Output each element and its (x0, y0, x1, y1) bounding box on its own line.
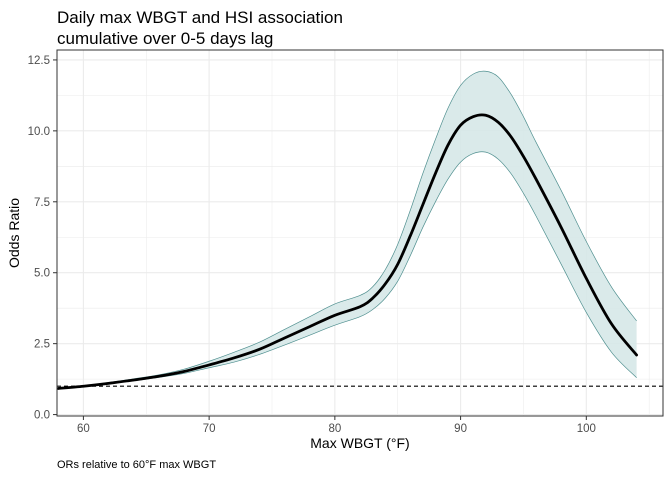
confidence-band-lower-edge (58, 151, 637, 390)
chart-title-line2: cumulative over 0-5 days lag (57, 29, 274, 48)
x-tick-label: 60 (77, 423, 90, 435)
chart-title: Daily max WBGT and HSI association cumula… (57, 7, 343, 49)
x-axis-title: Max WBGT (°F) (310, 435, 409, 451)
y-tick-label: 0.0 (34, 410, 50, 422)
y-axis-ticks: 0.0 2.5 5.0 7.5 10.0 12.5 (28, 55, 57, 422)
y-tick-label: 12.5 (28, 55, 50, 67)
confidence-band-upper-edge (58, 70, 637, 388)
odds-ratio-line (56, 113, 638, 390)
x-tick-label: 90 (454, 423, 467, 435)
panel-border (56, 49, 664, 417)
chart-caption: ORs relative to 60°F max WBGT (57, 459, 217, 471)
y-tick-label: 2.5 (34, 339, 50, 351)
confidence-band (58, 71, 637, 390)
chart-title-line1: Daily max WBGT and HSI association (57, 8, 343, 27)
x-axis-ticks: 60 70 80 90 100 (77, 416, 596, 435)
x-tick-label: 80 (328, 423, 341, 435)
y-tick-label: 5.0 (34, 268, 50, 280)
x-tick-label: 100 (577, 423, 596, 435)
y-tick-label: 7.5 (34, 197, 50, 209)
y-axis-title: Odds Ratio (6, 198, 22, 268)
x-tick-label: 70 (203, 423, 216, 435)
y-tick-label: 10.0 (28, 126, 50, 138)
